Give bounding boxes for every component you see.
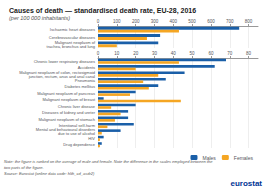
svg-text:Malignant neoplasm of stomach: Malignant neoplasm of stomach — [39, 117, 95, 122]
svg-text:70: 70 — [227, 51, 233, 56]
svg-text:300: 300 — [151, 19, 159, 24]
svg-text:Pneumonia: Pneumonia — [75, 78, 96, 83]
svg-text:Cerebrovascular diseases: Cerebrovascular diseases — [49, 35, 95, 40]
svg-text:0: 0 — [97, 51, 100, 56]
svg-text:Malignant neoplasm of breast: Malignant neoplasm of breast — [43, 97, 96, 102]
svg-text:10: 10 — [114, 51, 120, 56]
svg-text:Malignant neoplasm of: Malignant neoplasm of — [54, 39, 95, 45]
svg-text:800: 800 — [245, 19, 253, 24]
svg-text:Diseases of kidney and ureter: Diseases of kidney and ureter — [42, 110, 96, 115]
svg-text:Drug dependence: Drug dependence — [63, 142, 96, 147]
svg-text:junction, rectum, anus and ana: junction, rectum, anus and anal canal — [28, 73, 95, 79]
svg-text:Chronic liver disease: Chronic liver disease — [58, 104, 96, 109]
svg-text:Ischaemic heart diseases: Ischaemic heart diseases — [50, 27, 95, 32]
svg-text:Females: Females — [234, 155, 254, 161]
svg-text:Chronic lower respiratory dise: Chronic lower respiratory diseases — [34, 59, 95, 64]
svg-text:0: 0 — [97, 19, 100, 24]
svg-text:Malignant neoplasm of colon, r: Malignant neoplasm of colon, rectosigmoi… — [19, 69, 95, 75]
svg-text:due to use of alcohol: due to use of alcohol — [58, 131, 95, 137]
svg-text:400: 400 — [170, 19, 178, 24]
svg-text:700: 700 — [226, 19, 234, 24]
svg-text:500: 500 — [188, 19, 196, 24]
svg-text:Source: Eurostat (online data: Source: Eurostat (online data code: hlth… — [4, 171, 95, 176]
svg-text:Note: the figure is ranked on: Note: the figure is ranked on the averag… — [4, 159, 213, 164]
svg-text:Malignant neoplasm of pancreas: Malignant neoplasm of pancreas — [37, 91, 95, 96]
svg-text:Intentional self-harm: Intentional self-harm — [58, 123, 95, 128]
svg-text:60: 60 — [208, 51, 214, 56]
svg-text:(per 100 000 inhabitants): (per 100 000 inhabitants) — [9, 15, 70, 21]
svg-text:600: 600 — [207, 19, 215, 24]
svg-text:50: 50 — [190, 51, 196, 56]
svg-text:100: 100 — [113, 19, 121, 24]
svg-text:HIV: HIV — [88, 136, 95, 141]
svg-text:40: 40 — [171, 51, 177, 56]
svg-text:20: 20 — [133, 51, 139, 56]
svg-text:Accidents: Accidents — [77, 65, 95, 71]
svg-text:30: 30 — [152, 51, 158, 56]
svg-text:Males: Males — [202, 155, 216, 161]
svg-text:eurostat: eurostat — [230, 179, 262, 188]
svg-text:80: 80 — [246, 51, 252, 56]
svg-text:200: 200 — [132, 19, 140, 24]
svg-text:Causes of death — standardised: Causes of death — standardised death rat… — [9, 7, 196, 15]
svg-text:two parts of the figure.: two parts of the figure. — [4, 165, 44, 170]
svg-text:Mental and behavioural disorde: Mental and behavioural disorders — [35, 127, 95, 133]
svg-text:trachea, bronchus and lung: trachea, bronchus and lung — [47, 44, 95, 49]
svg-text:Diabetes mellitus: Diabetes mellitus — [65, 84, 95, 89]
